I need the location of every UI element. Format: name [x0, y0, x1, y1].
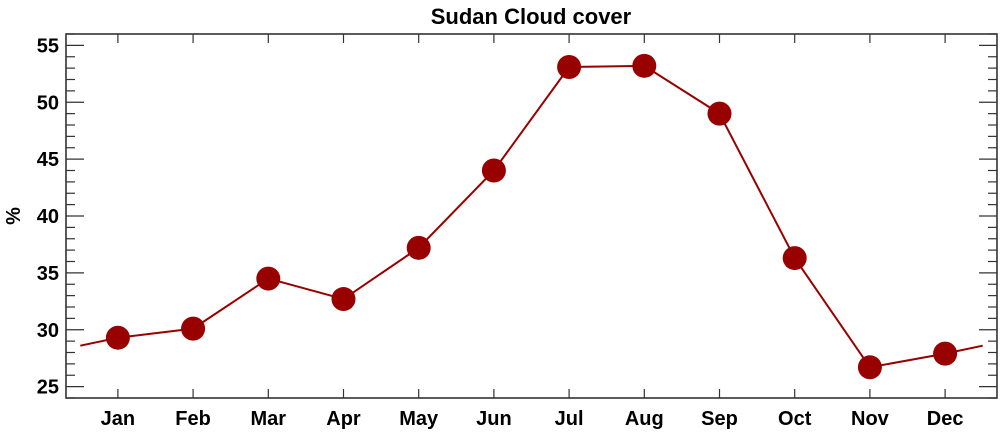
plot-frame: [65, 33, 998, 399]
x-tick-label: Jun: [476, 408, 512, 430]
data-point-feb: [181, 316, 206, 341]
x-tick-label: Jan: [101, 408, 135, 430]
y-axis-label: %: [3, 207, 25, 225]
series-line: [80, 64, 983, 369]
data-point-oct: [782, 246, 807, 271]
x-tick-label: Jul: [555, 408, 584, 430]
data-point-may: [406, 235, 431, 260]
y-tick-label: 25: [37, 377, 59, 399]
x-tick-label: Feb: [175, 408, 211, 430]
x-tick-label: Aug: [625, 408, 664, 430]
x-tick-label: Sep: [701, 408, 738, 430]
series: [80, 53, 983, 380]
data-point-jul: [557, 54, 582, 79]
data-point-mar: [256, 266, 281, 291]
data-point-aug: [632, 53, 657, 78]
y-tick-label: 40: [37, 206, 59, 228]
x-tick-label: Apr: [326, 408, 361, 430]
data-point-nov: [857, 355, 882, 380]
y-tick-label: 55: [37, 35, 59, 57]
y-tick-label: 50: [37, 92, 59, 114]
data-point-dec: [933, 341, 958, 366]
x-tick-label: Dec: [927, 408, 964, 430]
y-tick-label: 35: [37, 263, 59, 285]
data-point-sep: [707, 101, 732, 126]
axes: 25 30 35 40 45 50 55 Jan Feb Mar Apr May Jun Jul Aug Se…: [37, 33, 998, 430]
data-point-jan: [105, 325, 130, 350]
data-point-jun: [481, 158, 506, 183]
x-tick-label: Mar: [251, 408, 287, 430]
data-point-apr: [331, 287, 356, 312]
x-tick-label: Oct: [778, 408, 812, 430]
y-tick-label: 30: [37, 320, 59, 342]
chart-title: Sudan Cloud cover: [431, 4, 632, 29]
x-tick-label: May: [399, 408, 439, 430]
x-tick-label: Nov: [851, 408, 890, 430]
y-tick-label: 45: [37, 149, 59, 171]
